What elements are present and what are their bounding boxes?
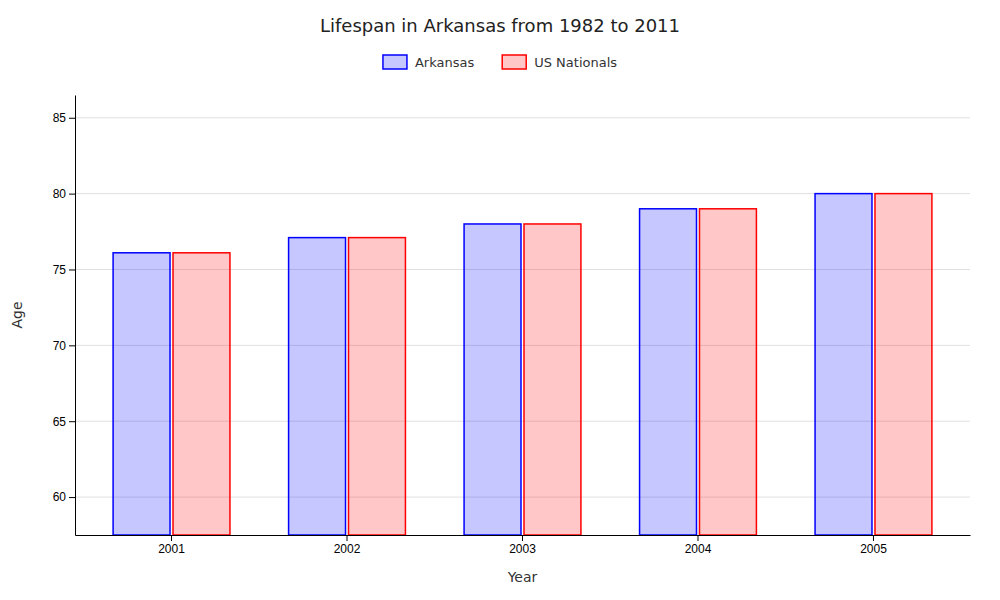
x-tick: 2005 bbox=[860, 535, 887, 556]
x-tick: 2002 bbox=[334, 535, 361, 556]
x-axis-title: Year bbox=[507, 569, 538, 585]
y-tick-mark bbox=[69, 194, 75, 195]
x-tick-mark bbox=[873, 535, 874, 541]
legend-swatch bbox=[502, 55, 526, 69]
x-tick-label: 2003 bbox=[509, 542, 536, 556]
x-tick: 2004 bbox=[685, 535, 712, 556]
bar bbox=[173, 253, 230, 535]
y-tick: 75 bbox=[53, 263, 75, 277]
y-axis: 60 65 70 75 80 85 bbox=[53, 96, 76, 536]
x-tick-mark bbox=[171, 535, 172, 541]
y-tick: 85 bbox=[53, 111, 75, 125]
y-tick-mark bbox=[69, 345, 75, 346]
y-tick-mark bbox=[69, 269, 75, 270]
x-tick-label: 2002 bbox=[334, 542, 361, 556]
bars bbox=[113, 194, 932, 535]
y-tick: 70 bbox=[53, 339, 75, 353]
bar bbox=[524, 224, 581, 535]
x-axis: 2001 2002 2003 2004 2005 bbox=[76, 535, 971, 556]
bar bbox=[113, 253, 170, 535]
legend: Arkansas US Nationals bbox=[383, 55, 617, 70]
grid-line bbox=[75, 117, 970, 118]
bar bbox=[349, 238, 406, 535]
x-tick-mark bbox=[697, 535, 698, 541]
bar bbox=[640, 209, 697, 535]
bar bbox=[699, 209, 756, 535]
y-axis-line bbox=[75, 96, 76, 536]
bar bbox=[289, 238, 346, 535]
legend-item: US Nationals bbox=[502, 55, 617, 70]
legend-label: US Nationals bbox=[534, 55, 617, 70]
y-tick-label: 85 bbox=[53, 111, 67, 125]
y-tick: 80 bbox=[53, 187, 75, 201]
y-tick-mark bbox=[69, 118, 75, 119]
bar bbox=[464, 224, 521, 535]
x-tick-label: 2001 bbox=[158, 542, 185, 556]
plot: 2001 2002 2003 2004 2005 60 65 70 75 80 85 bbox=[53, 96, 971, 556]
bar-series bbox=[173, 194, 932, 535]
bar bbox=[875, 194, 932, 535]
bar-series bbox=[113, 194, 872, 535]
y-axis-title: Age bbox=[9, 301, 25, 328]
chart: 2001 2002 2003 2004 2005 60 65 70 75 80 85 Year Age L… bbox=[0, 0, 1000, 600]
y-tick: 65 bbox=[53, 415, 75, 429]
x-tick: 2001 bbox=[158, 535, 185, 556]
x-tick: 2003 bbox=[509, 535, 536, 556]
y-tick-label: 60 bbox=[53, 490, 67, 504]
x-tick-label: 2004 bbox=[685, 542, 712, 556]
x-tick-mark bbox=[522, 535, 523, 541]
y-tick-label: 65 bbox=[53, 415, 67, 429]
x-tick-mark bbox=[347, 535, 348, 541]
y-tick-mark bbox=[69, 421, 75, 422]
legend-swatch bbox=[383, 55, 407, 69]
x-tick-label: 2005 bbox=[860, 542, 887, 556]
bar bbox=[815, 194, 872, 535]
title: Lifespan in Arkansas from 1982 to 2011 bbox=[320, 15, 680, 36]
y-tick-label: 75 bbox=[53, 263, 67, 277]
y-tick: 60 bbox=[53, 490, 75, 504]
legend-item: Arkansas bbox=[383, 55, 474, 70]
y-tick-mark bbox=[69, 497, 75, 498]
legend-label: Arkansas bbox=[415, 55, 474, 70]
y-tick-label: 80 bbox=[53, 187, 67, 201]
y-tick-label: 70 bbox=[53, 339, 67, 353]
